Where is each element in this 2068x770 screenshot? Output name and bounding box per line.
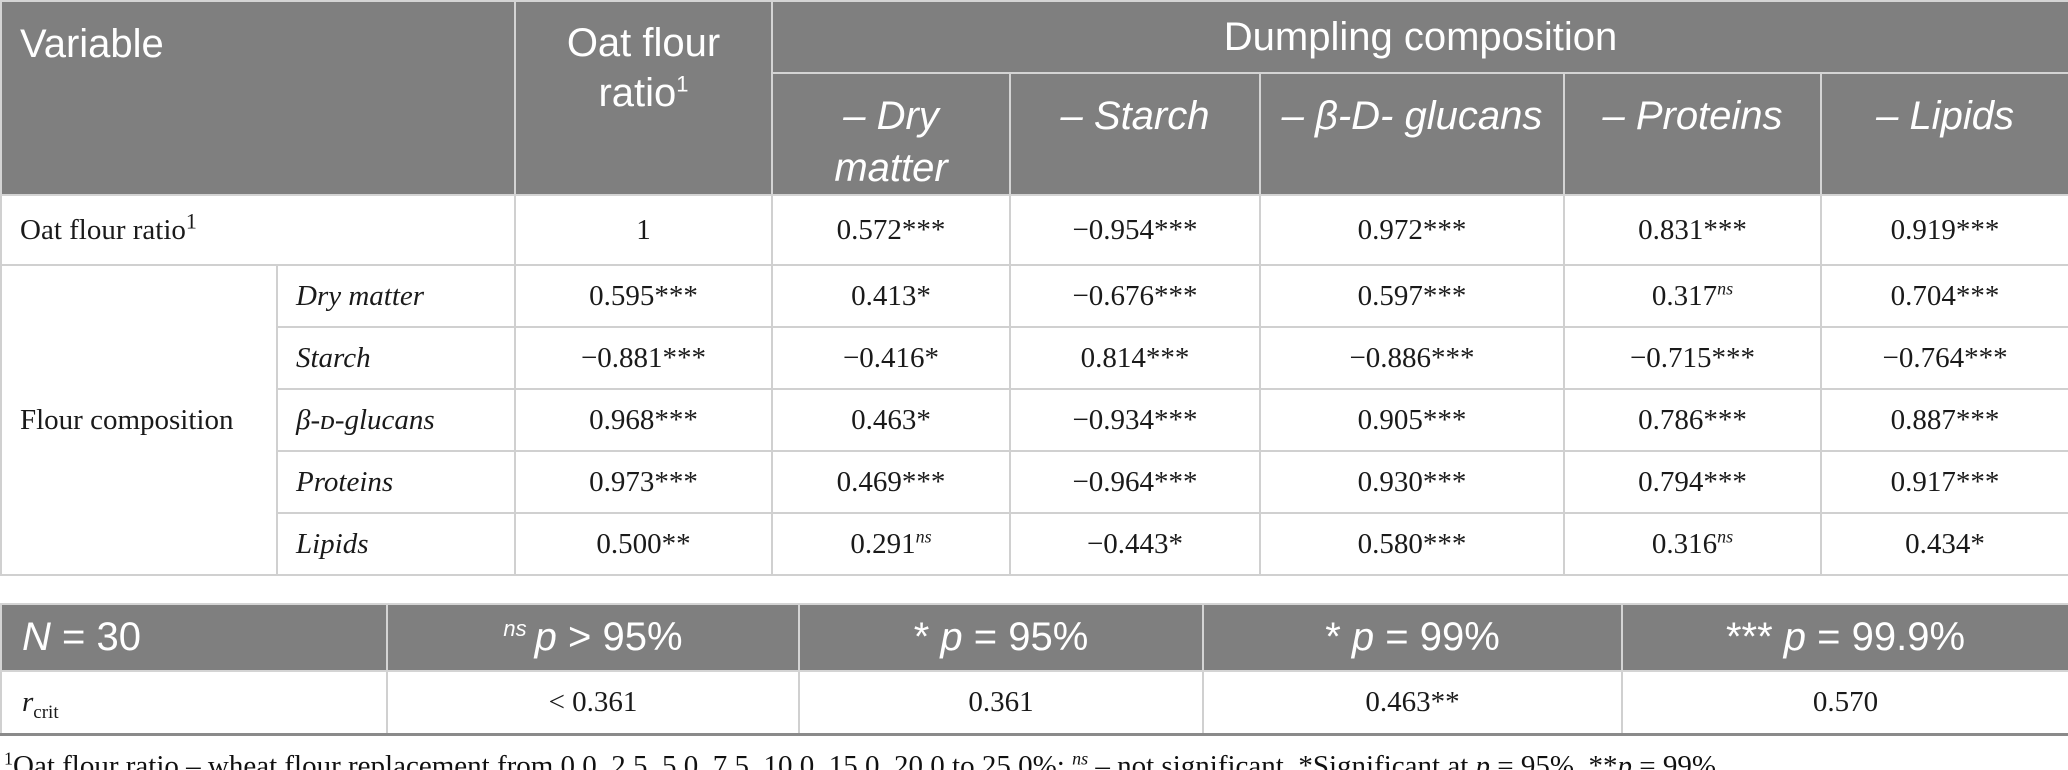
rcrit-value: 0.570 — [1621, 670, 2068, 735]
legend-header-p99: * p = 99% — [1202, 603, 1623, 672]
row-label-dry-matter: Dry matter — [275, 264, 517, 328]
correlation-value: 0.704*** — [1820, 264, 2068, 328]
correlation-table: Variable Oat flour ratio1 Dumpling compo… — [0, 0, 2068, 576]
row-label-starch: Starch — [275, 326, 517, 390]
rcrit-value: < 0.361 — [386, 670, 800, 735]
correlation-value: 0.887*** — [1820, 388, 2068, 452]
correlation-value: −0.416* — [771, 326, 1012, 390]
column-header-proteins: – Proteins — [1563, 72, 1823, 196]
correlation-value: 0.317ns — [1563, 264, 1823, 328]
correlation-value: 0.413* — [771, 264, 1012, 328]
legend-header-p999: *** p = 99.9% — [1621, 603, 2068, 672]
oat-flour-header-sup: 1 — [676, 71, 689, 97]
correlation-value: 0.469*** — [771, 450, 1012, 514]
table-row: Lipids 0.500** 0.291ns −0.443* 0.580*** … — [1, 512, 2068, 576]
correlation-value: 0.905*** — [1259, 388, 1566, 452]
table-row: Proteins 0.973*** 0.469*** −0.964*** 0.9… — [1, 450, 2068, 514]
correlation-value: 0.917*** — [1820, 450, 2068, 514]
correlation-value: −0.715*** — [1563, 326, 1823, 390]
oat-flour-header-text: Oat flour ratio — [566, 21, 721, 115]
row-label-sup: 1 — [185, 207, 197, 233]
correlation-value: 0.463* — [771, 388, 1012, 452]
legend-header-p95: * p = 95% — [798, 603, 1204, 672]
correlation-value: 0.291ns — [771, 512, 1012, 576]
correlation-value: −0.964*** — [1009, 450, 1262, 514]
table-row: Starch −0.881*** −0.416* 0.814*** −0.886… — [1, 326, 2068, 390]
correlation-value: 0.968*** — [514, 388, 774, 452]
correlation-value: 0.814*** — [1009, 326, 1262, 390]
footnote-text: = 95%, ** — [1490, 749, 1618, 770]
legend-header-ns: ns p > 95% — [386, 603, 800, 672]
correlation-value: −0.881*** — [514, 326, 774, 390]
table-row: Flour composition Dry matter 0.595*** 0.… — [0, 264, 2068, 576]
table-row: β-ᴅ-glucans 0.968*** 0.463* −0.934*** 0.… — [1, 388, 2068, 452]
correlation-value: 0.930*** — [1259, 450, 1566, 514]
footnote-text: Oat flour ratio – wheat flour replacemen… — [13, 749, 1073, 770]
correlation-value: −0.954*** — [1009, 194, 1262, 266]
row-label-text: Oat flour ratio — [20, 213, 186, 246]
row-label-bd-glucans: β-ᴅ-glucans — [275, 388, 517, 452]
correlation-value: 0.973*** — [514, 450, 774, 514]
footnote-sup-ns: ns — [1072, 747, 1089, 768]
correlation-value: 0.919*** — [1820, 194, 2068, 266]
correlation-value: −0.764*** — [1820, 326, 2068, 390]
column-header-oat-flour-ratio: Oat flour ratio1 — [514, 0, 774, 196]
correlation-value: 1 — [514, 194, 774, 266]
correlation-value: 0.597*** — [1259, 264, 1566, 328]
correlation-value: 0.831*** — [1563, 194, 1823, 266]
footnote-p-italic: p — [1475, 749, 1491, 770]
correlation-value: 0.794*** — [1563, 450, 1823, 514]
significance-legend-table: N = 30 ns p > 95% * p = 95% * p = 99% ***… — [0, 603, 2068, 736]
table-row: rcrit < 0.361 0.361 0.463** 0.570 — [0, 670, 2068, 735]
row-label-lipids: Lipids — [275, 512, 517, 576]
correlation-value: −0.934*** — [1009, 388, 1262, 452]
footnote-sup-1: 1 — [4, 747, 13, 768]
row-label-rcrit: rcrit — [0, 670, 388, 735]
row-label-oat-flour-ratio: Oat flour ratio1 — [0, 194, 517, 266]
correlation-value: −0.886*** — [1259, 326, 1566, 390]
column-header-lipids: – Lipids — [1820, 72, 2068, 196]
table-footnote: 1Oat flour ratio – wheat flour replaceme… — [4, 747, 2068, 770]
correlation-value: 0.595*** — [514, 264, 774, 328]
correlation-value: 0.572*** — [771, 194, 1012, 266]
correlation-value: 0.316ns — [1563, 512, 1823, 576]
column-group-header-dumpling-composition: Dumpling composition — [771, 0, 2068, 74]
column-header-dry-matter: – Dry matter — [771, 72, 1012, 196]
correlation-value: 0.434* — [1820, 512, 2068, 576]
row-label-proteins: Proteins — [275, 450, 517, 514]
column-header-variable: Variable — [0, 0, 517, 196]
correlation-value: −0.443* — [1009, 512, 1262, 576]
rcrit-value: 0.463** — [1202, 670, 1623, 735]
rcrit-value: 0.361 — [798, 670, 1204, 735]
legend-header-n: N = 30 — [0, 603, 388, 672]
correlation-value: −0.676*** — [1009, 264, 1262, 328]
table-row: Oat flour ratio1 1 0.572*** −0.954*** 0.… — [0, 194, 2068, 266]
correlation-value: 0.786*** — [1563, 388, 1823, 452]
row-group-label-flour-composition: Flour composition — [0, 264, 278, 576]
footnote-text: – not significant. *Significant at — [1088, 749, 1476, 770]
correlation-value: 0.580*** — [1259, 512, 1566, 576]
correlation-value: 0.500** — [514, 512, 774, 576]
footnote-text: = 99%. — [1632, 749, 1724, 770]
column-header-starch: – Starch — [1009, 72, 1262, 196]
correlation-value: 0.972*** — [1259, 194, 1566, 266]
footnote-p-italic: p — [1617, 749, 1633, 770]
column-header-bd-glucans: – β-D- glucans — [1259, 72, 1566, 196]
